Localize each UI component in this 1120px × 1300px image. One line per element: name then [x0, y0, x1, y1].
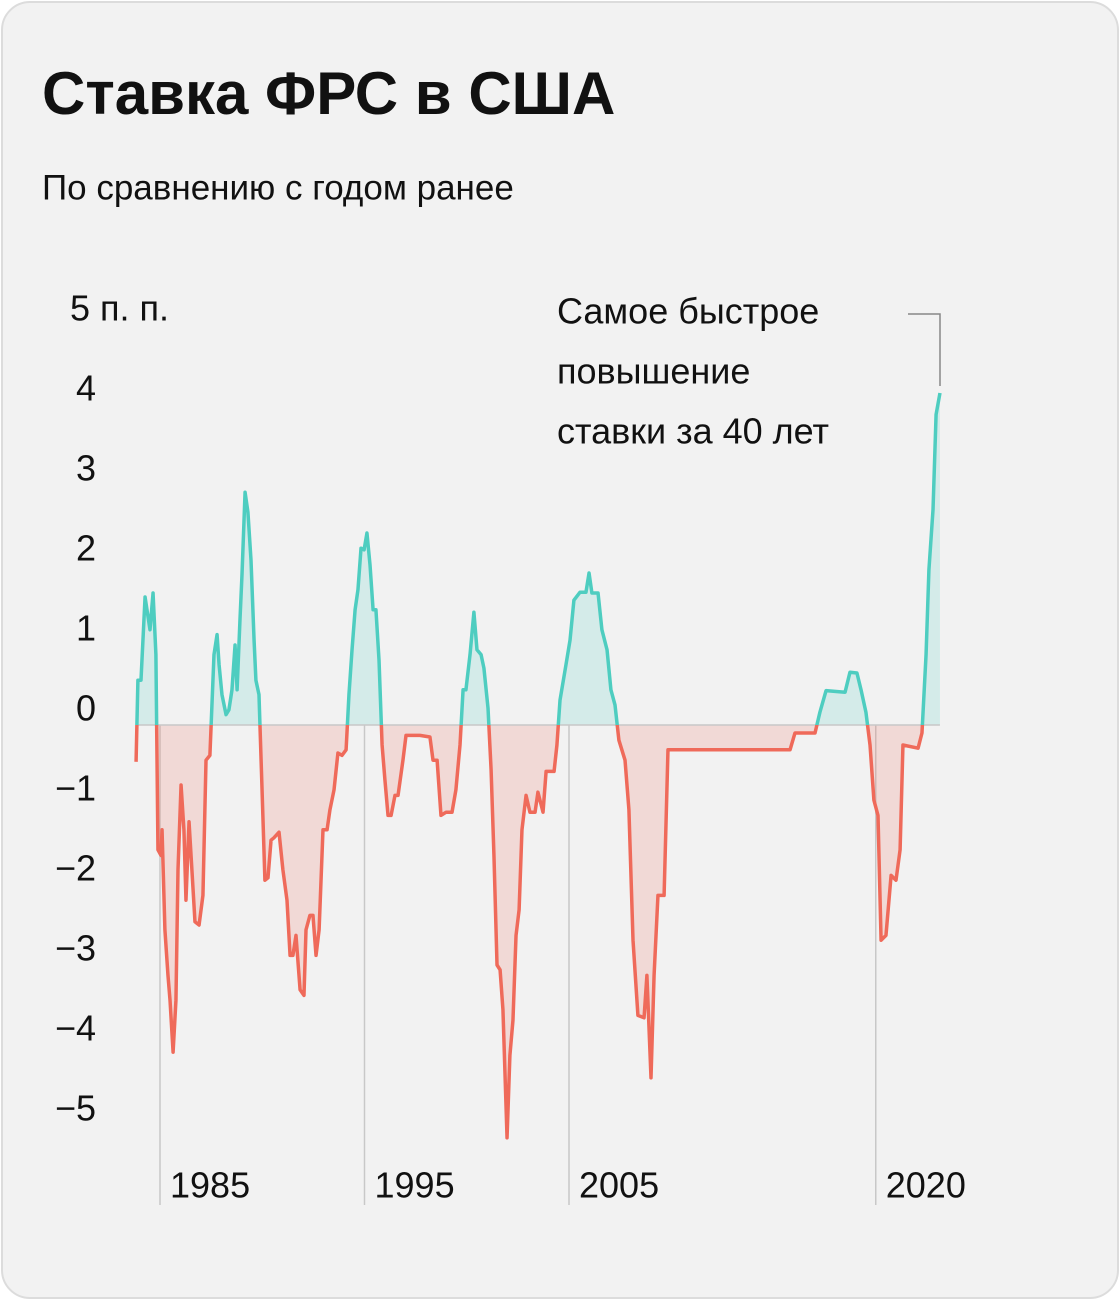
x-tick-label: 2005	[579, 1165, 659, 1206]
annotation: ставки за 40 лет	[557, 411, 829, 452]
chart-subtitle: По сравнению с годом ранее	[42, 168, 514, 207]
line-negative	[134, 725, 925, 1140]
x-tick-label: 1985	[170, 1165, 250, 1206]
y-tick-label: −3	[55, 928, 96, 969]
y-tick-label: 4	[76, 368, 96, 409]
y-tick-label: 5 п. п.	[70, 288, 169, 329]
annotation: повышение	[557, 351, 750, 392]
y-tick-label: 2	[76, 528, 96, 569]
y-tick-label: −2	[55, 848, 96, 889]
y-tick-label: 1	[76, 608, 96, 649]
y-tick-label: −1	[55, 768, 96, 809]
x-tick-label: 1995	[375, 1165, 455, 1206]
y-tick-label: 0	[76, 688, 96, 729]
y-tick-label: −4	[55, 1008, 96, 1049]
chart-title: Ставка ФРС в США	[42, 60, 615, 127]
annotation: Самое быстрое	[557, 291, 819, 332]
x-tick-label: 2020	[886, 1165, 966, 1206]
y-tick-label: −5	[55, 1088, 96, 1129]
line-positive	[135, 392, 942, 725]
area-positive	[136, 393, 940, 725]
annotation-connector	[908, 313, 941, 386]
y-tick-label: 3	[76, 448, 96, 489]
area-negative	[136, 725, 940, 1138]
